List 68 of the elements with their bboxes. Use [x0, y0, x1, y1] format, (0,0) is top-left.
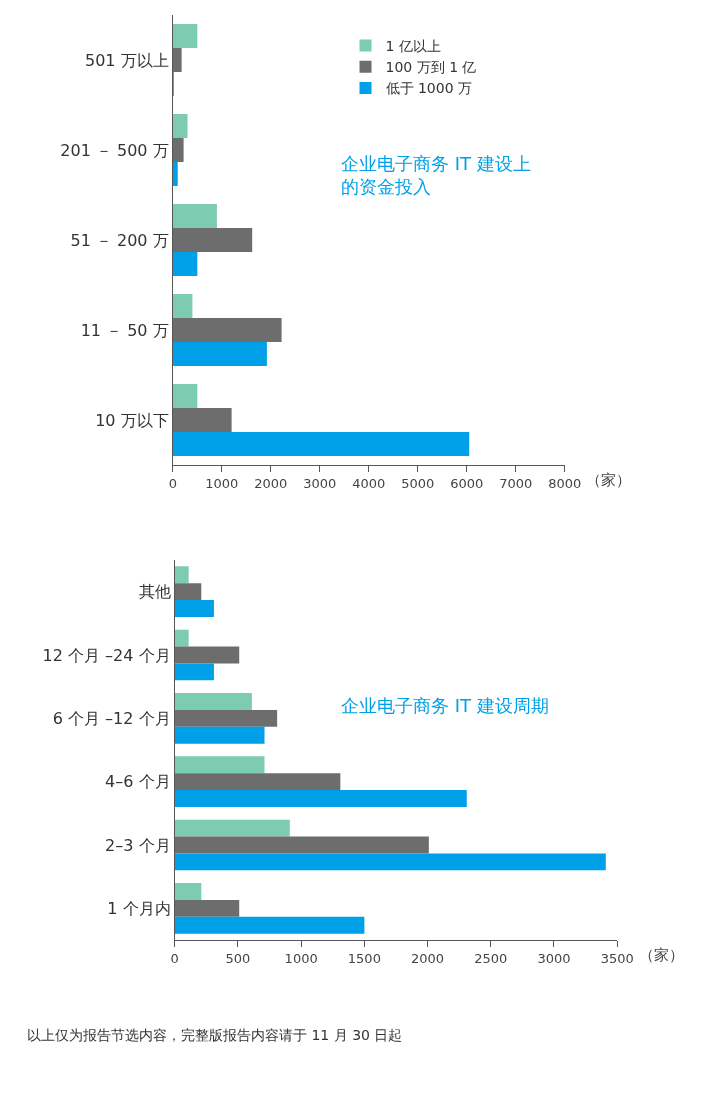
bar — [174, 583, 202, 601]
bar — [172, 138, 184, 162]
bar — [174, 629, 189, 647]
x-axis-title: （家） — [639, 946, 684, 964]
x-tick-label: 2000 — [254, 475, 288, 491]
x-tick-label: 3500 — [600, 950, 634, 966]
y-tick-label: 201 － 500 万 — [60, 140, 169, 160]
bar — [174, 836, 429, 854]
legend-label: 低于 1000 万 — [385, 80, 473, 97]
bar — [172, 342, 267, 366]
x-tick-label: 3000 — [537, 950, 571, 966]
x-tick-label: 0 — [170, 950, 179, 966]
bar — [174, 646, 240, 664]
bar — [174, 853, 606, 871]
bar — [172, 162, 178, 186]
y-tick-label: 11 － 50 万 — [80, 320, 169, 340]
text: 企业电子商务 IT 建设上的资金投入 — [341, 153, 531, 198]
x-tick-label: 8000 — [548, 475, 582, 491]
legend-label: 1 亿以上 — [385, 38, 441, 55]
x-tick-label: 1000 — [284, 950, 318, 966]
x-tick-label: 1500 — [347, 950, 381, 966]
bar — [172, 24, 198, 48]
y-tick-label: 501 万以上 — [84, 50, 169, 70]
x-tick-label: 0 — [168, 475, 177, 491]
x-axis-title: （家） — [586, 471, 631, 489]
x-tick-label: 500 — [225, 950, 251, 966]
bar — [172, 384, 198, 408]
bar — [174, 709, 278, 727]
bar — [174, 773, 341, 791]
text: 企业电子商务 IT 建设周期 — [341, 695, 549, 716]
bar — [174, 726, 265, 744]
bar — [174, 819, 290, 837]
y-tick-label: 2–3 个月 — [105, 835, 171, 855]
bar — [174, 916, 365, 934]
x-tick-label: 7000 — [499, 475, 533, 491]
x-tick-label: 2500 — [474, 950, 508, 966]
bar — [172, 114, 188, 138]
x-tick-label: 6000 — [450, 475, 484, 491]
bar — [174, 600, 214, 617]
y-tick-label: 10 万以下 — [95, 410, 169, 430]
bar — [172, 228, 253, 252]
bar — [172, 252, 198, 276]
bar — [174, 899, 240, 917]
x-tick-label: 2000 — [411, 950, 445, 966]
x-tick-label: 3000 — [303, 475, 337, 491]
y-tick-label: 12 个月 –24 个月 — [42, 645, 171, 665]
bar — [172, 408, 232, 432]
bar — [172, 48, 182, 72]
bar — [174, 566, 189, 584]
bar — [172, 318, 282, 342]
bar — [172, 294, 193, 318]
legend-label: 100 万到 1 亿 — [385, 59, 477, 76]
y-tick-label: 1 个月内 — [107, 898, 171, 918]
y-tick-label: 51 － 200 万 — [70, 230, 169, 250]
x-tick-label: 5000 — [401, 475, 435, 491]
bar — [174, 883, 202, 900]
x-tick-label: 1000 — [205, 475, 239, 491]
text: 以上仅为报告节选内容，完整版报告内容请于 11 月 30 日起 — [27, 1027, 403, 1043]
bar — [172, 432, 470, 456]
y-tick-label: 其他 — [138, 582, 171, 602]
y-tick-label: 4–6 个月 — [105, 772, 171, 792]
y-tick-label: 6 个月 –12 个月 — [52, 708, 171, 728]
bar — [174, 663, 214, 681]
bar — [174, 790, 467, 807]
bar — [172, 204, 217, 228]
bar — [174, 756, 265, 774]
x-tick-label: 4000 — [352, 475, 386, 491]
bar — [174, 693, 252, 710]
